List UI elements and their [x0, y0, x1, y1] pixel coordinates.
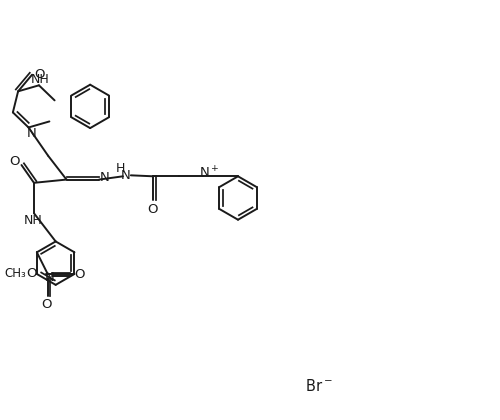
- Text: O: O: [74, 268, 85, 281]
- Text: NH: NH: [24, 214, 42, 227]
- Text: N: N: [100, 171, 110, 184]
- Text: CH₃: CH₃: [5, 268, 26, 281]
- Text: O: O: [34, 68, 45, 81]
- Text: NH: NH: [30, 73, 50, 86]
- Text: N: N: [121, 169, 131, 182]
- Text: O: O: [10, 155, 20, 168]
- Text: H: H: [116, 162, 124, 175]
- Text: N: N: [45, 271, 54, 284]
- Text: O: O: [26, 268, 36, 281]
- Text: N$^+$: N$^+$: [199, 166, 220, 181]
- Text: O: O: [42, 298, 52, 311]
- Text: O: O: [147, 202, 158, 215]
- Text: N: N: [26, 127, 36, 140]
- Text: Br$^-$: Br$^-$: [305, 378, 333, 394]
